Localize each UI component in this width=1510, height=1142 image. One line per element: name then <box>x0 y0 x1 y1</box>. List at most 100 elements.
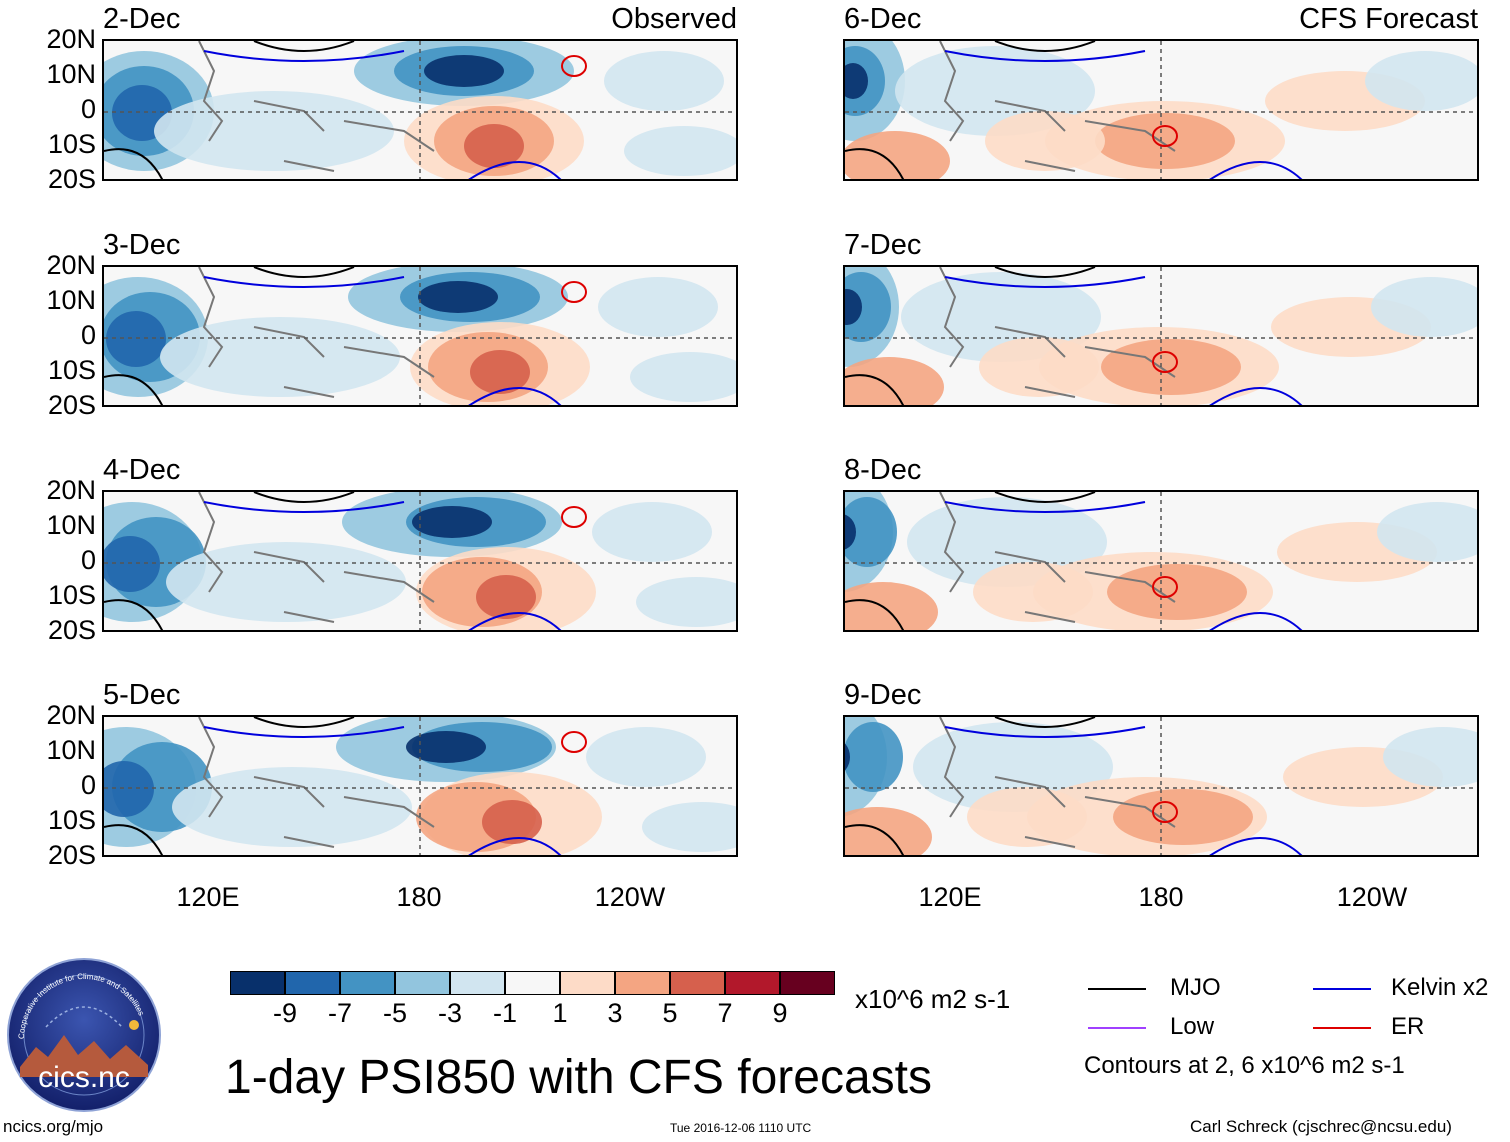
kelvin-contour <box>468 612 562 630</box>
colorbar-tick-label: 1 <box>552 998 568 1028</box>
mjo-contour <box>104 824 164 855</box>
mjo-contour <box>104 599 164 630</box>
map-panel-5dec <box>102 715 738 857</box>
coastline <box>198 492 435 623</box>
colorbar-box <box>725 971 780 995</box>
psi-anomaly-region <box>845 272 891 342</box>
coastline <box>198 267 435 398</box>
psi-anomaly-region <box>845 63 868 99</box>
kelvin-contour <box>468 387 562 405</box>
psi-anomaly-region <box>845 743 850 771</box>
coastline <box>939 267 1176 398</box>
colorbar-box <box>340 971 395 995</box>
psi850-field <box>104 717 736 855</box>
lon-label-120w-right: 120W <box>1336 882 1408 912</box>
lat-label: 0 <box>80 545 96 575</box>
kelvin-contour <box>944 276 1146 288</box>
psi850-field <box>845 717 1477 855</box>
psi-anomaly-region <box>967 787 1087 847</box>
er-contour <box>1152 801 1178 823</box>
panel-date-2dec: 2-Dec <box>103 3 181 35</box>
mjo-contour <box>994 41 1096 52</box>
colorbar-tick-label: -5 <box>382 998 407 1028</box>
psi-anomaly-region <box>979 337 1099 397</box>
map-panel-9dec <box>843 715 1479 857</box>
psi-anomaly-region <box>845 514 856 550</box>
panel-date-8dec: 8-Dec <box>844 454 922 486</box>
lon-label-120e-left: 120E <box>176 882 240 912</box>
map-panel-3dec <box>102 265 738 407</box>
psi-anomaly-region <box>166 542 406 622</box>
lat-label: 10N <box>46 285 96 315</box>
kelvin-contour <box>944 501 1146 513</box>
er-contour <box>561 281 587 303</box>
psi-anomaly-region <box>1377 502 1477 562</box>
psi-anomaly-region <box>106 311 166 367</box>
map-panel-4dec <box>102 490 738 632</box>
kelvin-contour <box>203 50 405 62</box>
lat-label: 20S <box>47 615 96 645</box>
legend-label-low: Low <box>1170 1013 1215 1040</box>
psi-anomaly-region <box>973 562 1093 622</box>
psi-anomaly-region <box>464 124 524 168</box>
kelvin-contour <box>1209 161 1303 179</box>
mjo-contour <box>253 41 355 52</box>
figure-title: 1-day PSI850 with CFS forecasts <box>225 1051 932 1104</box>
psi850-field <box>104 41 736 179</box>
colorbar-box <box>780 971 835 995</box>
kelvin-contour <box>944 726 1146 738</box>
lat-label: 0 <box>80 320 96 350</box>
panel-date-5dec: 5-Dec <box>103 679 181 711</box>
coastline <box>939 717 1176 848</box>
psi-anomaly-region <box>845 497 897 567</box>
psi-anomaly-region <box>1095 113 1235 169</box>
psi-anomaly-region <box>1113 789 1253 845</box>
lat-label: 0 <box>80 94 96 124</box>
lat-label: 10S <box>47 805 96 835</box>
psi-anomaly-region <box>845 357 944 405</box>
colorbar-box <box>285 971 340 995</box>
er-contour <box>1152 576 1178 598</box>
psi-anomaly-region <box>604 51 724 111</box>
kelvin-contour <box>1209 612 1303 630</box>
colorbar-box <box>395 971 450 995</box>
lat-label: 10N <box>46 735 96 765</box>
legend-line-low <box>1088 1027 1146 1029</box>
lon-label-180-left: 180 <box>396 882 442 912</box>
legend-line-kelvin <box>1313 988 1371 990</box>
mjo-contour <box>104 374 164 405</box>
coastline <box>198 41 435 172</box>
mjo-contour <box>104 148 164 179</box>
colorbar-units: x10^6 m2 s-1 <box>855 984 1011 1014</box>
psi-anomaly-region <box>476 575 536 619</box>
mjo-contour <box>994 267 1096 278</box>
kelvin-contour <box>203 276 405 288</box>
psi850-field <box>845 492 1477 630</box>
psi850-field <box>845 267 1477 405</box>
lat-label: 20S <box>47 840 96 870</box>
lat-label: 10N <box>46 59 96 89</box>
coastline <box>939 41 1176 172</box>
cics-logo: Cooperative Institute for Climate and Sa… <box>7 958 161 1112</box>
footer-url[interactable]: ncics.org/mjo <box>3 1117 104 1136</box>
panel-date-9dec: 9-Dec <box>844 679 922 711</box>
colorbar-box <box>670 971 725 995</box>
er-contour <box>1152 351 1178 373</box>
psi-anomaly-region <box>845 722 903 792</box>
psi-anomaly-region <box>1365 51 1477 111</box>
psi850-field <box>845 41 1477 179</box>
colorbar-tick-label: 3 <box>607 998 623 1028</box>
colorbar-tick-label: 5 <box>662 998 678 1028</box>
mjo-contour <box>845 599 905 630</box>
psi-anomaly-region <box>845 582 938 630</box>
panel-date-4dec: 4-Dec <box>103 454 181 486</box>
mjo-contour <box>845 374 905 405</box>
lat-label: 0 <box>80 770 96 800</box>
lon-label-180-right: 180 <box>1138 882 1184 912</box>
psi-anomaly-region <box>424 55 504 87</box>
coastline <box>198 717 435 848</box>
colorbar-tick-label: -1 <box>492 998 517 1028</box>
psi-anomaly-region <box>1371 277 1477 337</box>
colorbar-tick-label: 9 <box>772 998 788 1028</box>
mjo-contour <box>253 717 355 728</box>
